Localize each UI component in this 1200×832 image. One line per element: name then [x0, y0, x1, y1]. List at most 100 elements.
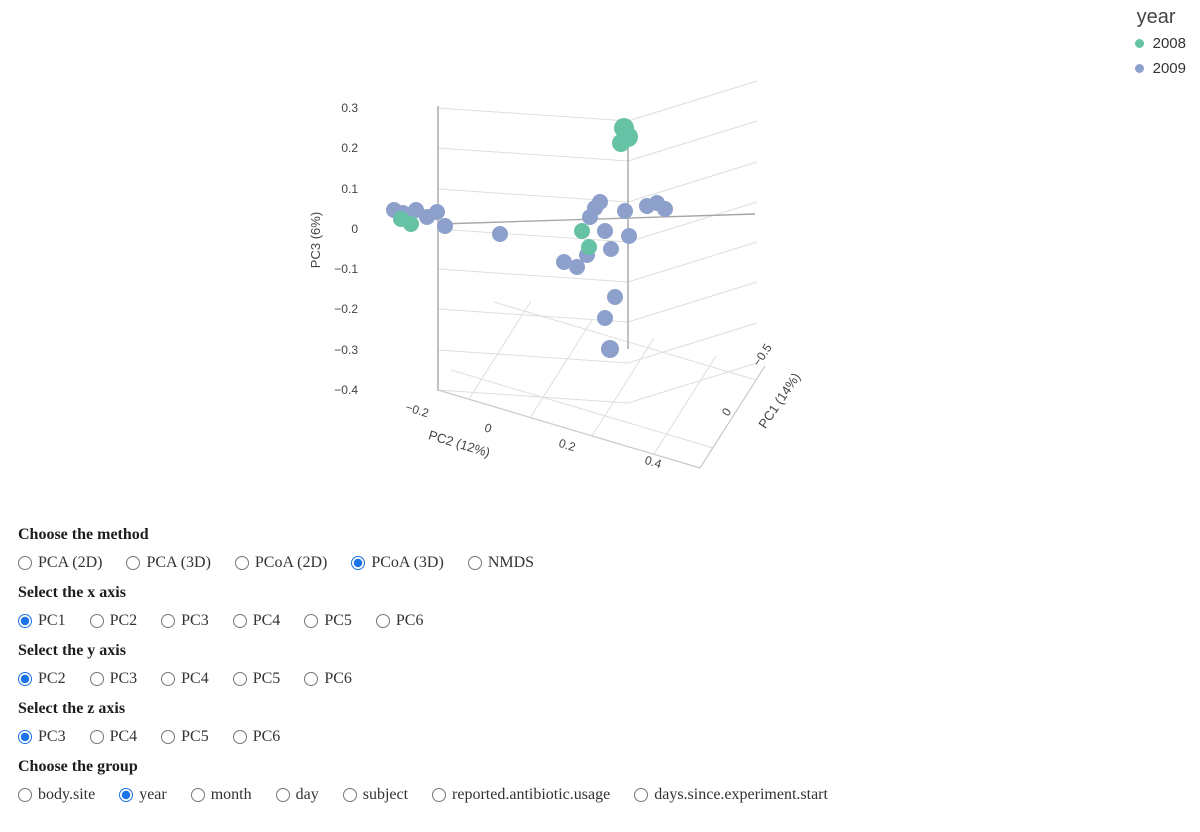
radio-option-pc3[interactable]: PC3 — [18, 728, 66, 746]
radio-input-xaxis[interactable] — [18, 614, 32, 628]
radio-option-day[interactable]: day — [275, 786, 319, 804]
radio-input-xaxis[interactable] — [375, 614, 390, 628]
plot-gridline — [437, 107, 629, 122]
radio-input-zaxis[interactable] — [18, 730, 32, 744]
plot-gridline — [468, 300, 532, 400]
radio-option-pc3[interactable]: PC3 — [161, 612, 209, 630]
radio-option-pc6[interactable]: PC6 — [304, 670, 352, 688]
radio-option-pc4[interactable]: PC4 — [232, 612, 280, 630]
z-tick-label: −0.3 — [334, 343, 358, 357]
radio-input-group[interactable] — [119, 788, 134, 802]
radio-option-pc6[interactable]: PC6 — [375, 612, 424, 630]
radio-option-label: PC2 — [38, 670, 66, 687]
radio-option-label: PC2 — [109, 612, 138, 629]
radio-input-method[interactable] — [467, 556, 482, 570]
radio-option-pc5[interactable]: PC5 — [232, 670, 281, 688]
radio-option-pc6[interactable]: PC6 — [232, 728, 281, 746]
radio-input-method[interactable] — [234, 556, 249, 570]
legend-item-2009[interactable]: 2009 — [1134, 56, 1186, 81]
legend-item-label: 2008 — [1152, 35, 1186, 52]
radio-input-group[interactable] — [432, 788, 447, 802]
radio-input-method[interactable] — [126, 556, 141, 570]
z-tick-label: 0.3 — [341, 101, 358, 115]
radio-input-xaxis[interactable] — [161, 614, 176, 628]
radio-option-pca-2d-[interactable]: PCA (2D) — [18, 554, 102, 572]
radio-option-pc3[interactable]: PC3 — [89, 670, 138, 688]
app-root: 0.3 0.2 0.1 0 −0.1 −0.2 −0.3 −0.4 −0.2 0 0.2 0.4 −0.… — [0, 0, 1200, 804]
radio-option-month[interactable]: month — [190, 786, 252, 804]
radio-row-method: PCA (2D) PCA (3D) PCoA (2D) PCoA (3D) NMDS — [18, 554, 1182, 572]
radio-option-pcoa-3d-[interactable]: PCoA (3D) — [351, 554, 444, 572]
radio-option-label: day — [295, 786, 319, 803]
radio-input-zaxis[interactable] — [161, 730, 176, 744]
radio-input-yaxis[interactable] — [304, 672, 319, 686]
radio-option-pc2[interactable]: PC2 — [89, 612, 138, 630]
group-label-method: Choose the method — [18, 526, 149, 543]
radio-input-zaxis[interactable] — [89, 730, 104, 744]
data-point-2009 — [492, 226, 508, 242]
radio-option-year[interactable]: year — [119, 786, 167, 804]
plot-gridline — [627, 120, 758, 162]
data-point-2008 — [581, 239, 597, 255]
plot-gridline — [627, 161, 758, 203]
radio-row-xaxis: PC1 PC2 PC3 PC4 PC5 PC6 — [18, 612, 1182, 630]
z-tick-label: 0.1 — [341, 182, 358, 196]
floor-front-edge — [437, 389, 701, 469]
data-point-2009 — [601, 340, 619, 358]
radio-option-label: PC6 — [252, 728, 281, 745]
radio-row-group: body.site year month day subject reported.ant… — [18, 786, 1182, 804]
radio-option-label: PCA (3D) — [146, 554, 211, 571]
radio-option-reported.antibiotic.usage[interactable]: reported.antibiotic.usage — [432, 786, 610, 804]
radio-input-group[interactable] — [275, 788, 290, 802]
radio-option-label: PC5 — [252, 670, 281, 687]
radio-input-xaxis[interactable] — [304, 614, 319, 628]
radio-option-label: PC6 — [395, 612, 424, 629]
radio-input-method[interactable] — [351, 556, 366, 570]
radio-option-pc1[interactable]: PC1 — [18, 612, 66, 630]
legend-marker-icon — [1134, 39, 1144, 48]
data-point-2009 — [617, 203, 633, 219]
pcoa-3d-plot[interactable]: 0.3 0.2 0.1 0 −0.1 −0.2 −0.3 −0.4 −0.2 0 0.2 0.4 −0.… — [0, 0, 1200, 512]
plot-gridline — [627, 201, 758, 243]
radio-option-label: PC6 — [324, 670, 352, 687]
group-label-group: Choose the group — [18, 758, 138, 775]
radio-option-pca-3d-[interactable]: PCA (3D) — [126, 554, 211, 572]
data-point-2009 — [621, 228, 637, 244]
radio-input-group[interactable] — [342, 788, 357, 802]
radio-input-group[interactable] — [18, 788, 32, 802]
radio-input-yaxis[interactable] — [18, 672, 32, 686]
radio-input-group[interactable] — [190, 788, 205, 802]
radio-option-days.since.experiment.start[interactable]: days.since.experiment.start — [634, 786, 828, 804]
radio-input-yaxis[interactable] — [232, 672, 247, 686]
radio-option-pc4[interactable]: PC4 — [89, 728, 137, 746]
radio-group-method: Choose the method PCA (2D) PCA (3D) PCoA (2… — [18, 526, 1182, 572]
radio-option-pc2[interactable]: PC2 — [18, 670, 66, 688]
radio-input-method[interactable] — [18, 556, 32, 570]
z-tick-label: 0 — [351, 222, 358, 236]
radio-input-xaxis[interactable] — [232, 614, 247, 628]
radio-option-label: body.site — [38, 786, 96, 803]
radio-input-xaxis[interactable] — [89, 614, 104, 628]
legend-marker-icon — [1134, 64, 1144, 73]
radio-input-group[interactable] — [634, 788, 649, 802]
radio-input-yaxis[interactable] — [161, 672, 176, 686]
radio-option-label: PC3 — [109, 670, 138, 687]
legend-items: 2008 2009 — [1134, 31, 1186, 81]
z-tick-label: −0.4 — [334, 383, 358, 397]
radio-option-pcoa-2d-[interactable]: PCoA (2D) — [234, 554, 327, 572]
radio-option-label: PC5 — [324, 612, 352, 629]
radio-input-yaxis[interactable] — [89, 672, 104, 686]
radio-input-zaxis[interactable] — [232, 730, 247, 744]
radio-option-pc4[interactable]: PC4 — [161, 670, 209, 688]
radio-option-subject[interactable]: subject — [342, 786, 408, 804]
radio-option-body.site[interactable]: body.site — [18, 786, 95, 804]
z-axis-title: PC3 (6%) — [308, 212, 323, 268]
radio-option-pc5[interactable]: PC5 — [161, 728, 209, 746]
radio-option-label: month — [210, 786, 252, 803]
z-tick-label: 0.2 — [341, 141, 358, 155]
legend-item-2008[interactable]: 2008 — [1134, 31, 1186, 56]
radio-option-pc5[interactable]: PC5 — [304, 612, 352, 630]
radio-option-nmds[interactable]: NMDS — [467, 554, 534, 572]
radio-option-label: PC1 — [38, 612, 66, 629]
radio-option-label: PCA (2D) — [38, 554, 103, 571]
